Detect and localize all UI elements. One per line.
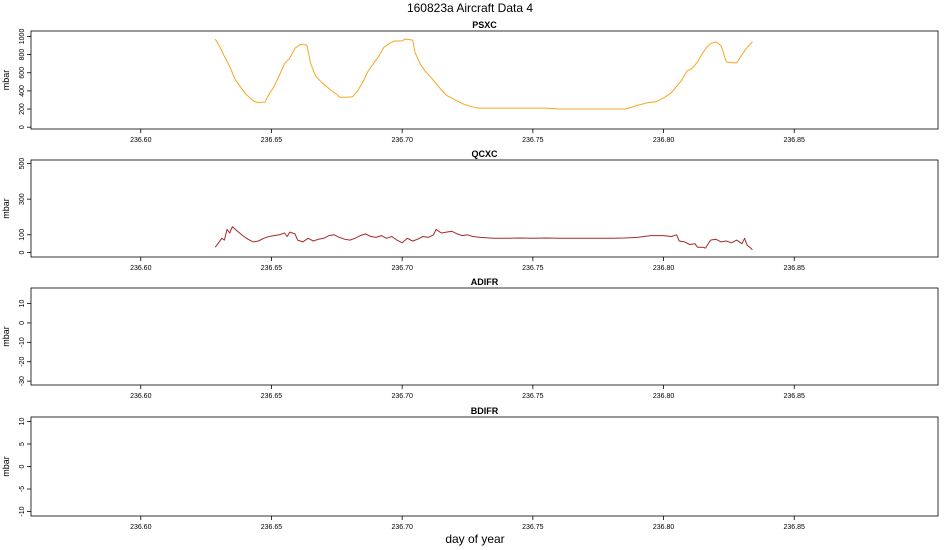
series-line-psxc bbox=[214, 38, 753, 110]
x-tick-label: 236.80 bbox=[653, 524, 675, 531]
y-tick-label: 100 bbox=[19, 229, 26, 241]
y-tick-label: 0 bbox=[19, 464, 26, 468]
panel-title: ADIFR bbox=[471, 277, 499, 287]
x-tick-label: 236.80 bbox=[653, 137, 675, 144]
y-tick-label: 10 bbox=[19, 418, 26, 426]
panel-adifr: ADIFR mbar 236.60 236.65 236.70 236.75 236.80 2… bbox=[1, 277, 939, 400]
x-tick-label: 236.65 bbox=[261, 524, 283, 531]
x-tick-label: 236.70 bbox=[391, 524, 413, 531]
panel-title: QCXC bbox=[471, 149, 498, 159]
y-tick-label: 10 bbox=[19, 300, 26, 308]
y-tick-label: -20 bbox=[19, 357, 26, 367]
y-tick-label: 400 bbox=[19, 85, 26, 97]
plot-frame bbox=[30, 30, 939, 130]
x-tick-label: 236.80 bbox=[653, 393, 675, 400]
x-tick-label: 236.60 bbox=[130, 265, 152, 272]
y-tick-label: 0 bbox=[19, 251, 26, 255]
x-tick-label: 236.65 bbox=[261, 137, 283, 144]
panel-title: PSXC bbox=[472, 20, 497, 30]
x-tick-label: 236.60 bbox=[130, 524, 152, 531]
plot-frame bbox=[30, 416, 939, 517]
x-tick-label: 236.75 bbox=[522, 265, 544, 272]
figure-xlabel: day of year bbox=[445, 532, 504, 546]
y-tick-label: 200 bbox=[19, 103, 26, 115]
y-tick-label: 5 bbox=[19, 442, 26, 446]
y-axis-label: mbar bbox=[1, 198, 11, 219]
y-tick-label: -10 bbox=[19, 506, 26, 516]
x-tick-label: 236.85 bbox=[784, 265, 806, 272]
y-tick-label: -5 bbox=[19, 486, 26, 492]
y-tick-label: -10 bbox=[19, 337, 26, 347]
y-axis-label: mbar bbox=[1, 456, 11, 477]
x-tick-label: 236.65 bbox=[261, 393, 283, 400]
y-tick-label: 800 bbox=[19, 49, 26, 61]
x-tick-label: 236.70 bbox=[391, 265, 413, 272]
x-tick-label: 236.85 bbox=[784, 393, 806, 400]
series-line-qcxc bbox=[214, 226, 753, 251]
x-tick-label: 236.60 bbox=[130, 137, 152, 144]
x-tick-label: 236.75 bbox=[522, 524, 544, 531]
y-tick-label: 300 bbox=[19, 193, 26, 205]
x-tick-label: 236.75 bbox=[522, 393, 544, 400]
y-tick-label: 0 bbox=[19, 125, 26, 129]
panel-title: BDIFR bbox=[471, 406, 499, 416]
x-tick-label: 236.60 bbox=[130, 393, 152, 400]
panel-psxc: PSXC mbar 236.60 236.65 236.70 236.75 236.80 23… bbox=[1, 20, 939, 144]
y-axis-label: mbar bbox=[1, 70, 11, 91]
x-tick-label: 236.65 bbox=[261, 265, 283, 272]
x-tick-label: 236.70 bbox=[391, 393, 413, 400]
y-tick-label: 1000 bbox=[19, 29, 26, 45]
y-tick-label: 600 bbox=[19, 67, 26, 79]
figure-title: 160823a Aircraft Data 4 bbox=[407, 1, 533, 15]
plot-frame bbox=[30, 159, 939, 258]
x-tick-label: 236.70 bbox=[391, 137, 413, 144]
y-tick-label: 0 bbox=[19, 321, 26, 325]
panel-bdifr: BDIFR mbar 236.60 236.65 236.70 236.75 236.80 2… bbox=[1, 406, 939, 531]
plot-frame bbox=[30, 287, 939, 386]
x-tick-label: 236.80 bbox=[653, 265, 675, 272]
x-tick-label: 236.75 bbox=[522, 137, 544, 144]
x-tick-label: 236.85 bbox=[784, 524, 806, 531]
x-tick-label: 236.85 bbox=[784, 137, 806, 144]
y-axis-label: mbar bbox=[1, 326, 11, 347]
y-tick-label: -30 bbox=[19, 376, 26, 386]
y-tick-label: 500 bbox=[19, 158, 26, 170]
panel-qcxc: QCXC mbar 236.60 236.65 236.70 236.75 236.80 23… bbox=[1, 149, 939, 272]
chart-panels: PSXC mbar 236.60 236.65 236.70 236.75 236.80 23… bbox=[1, 20, 939, 531]
